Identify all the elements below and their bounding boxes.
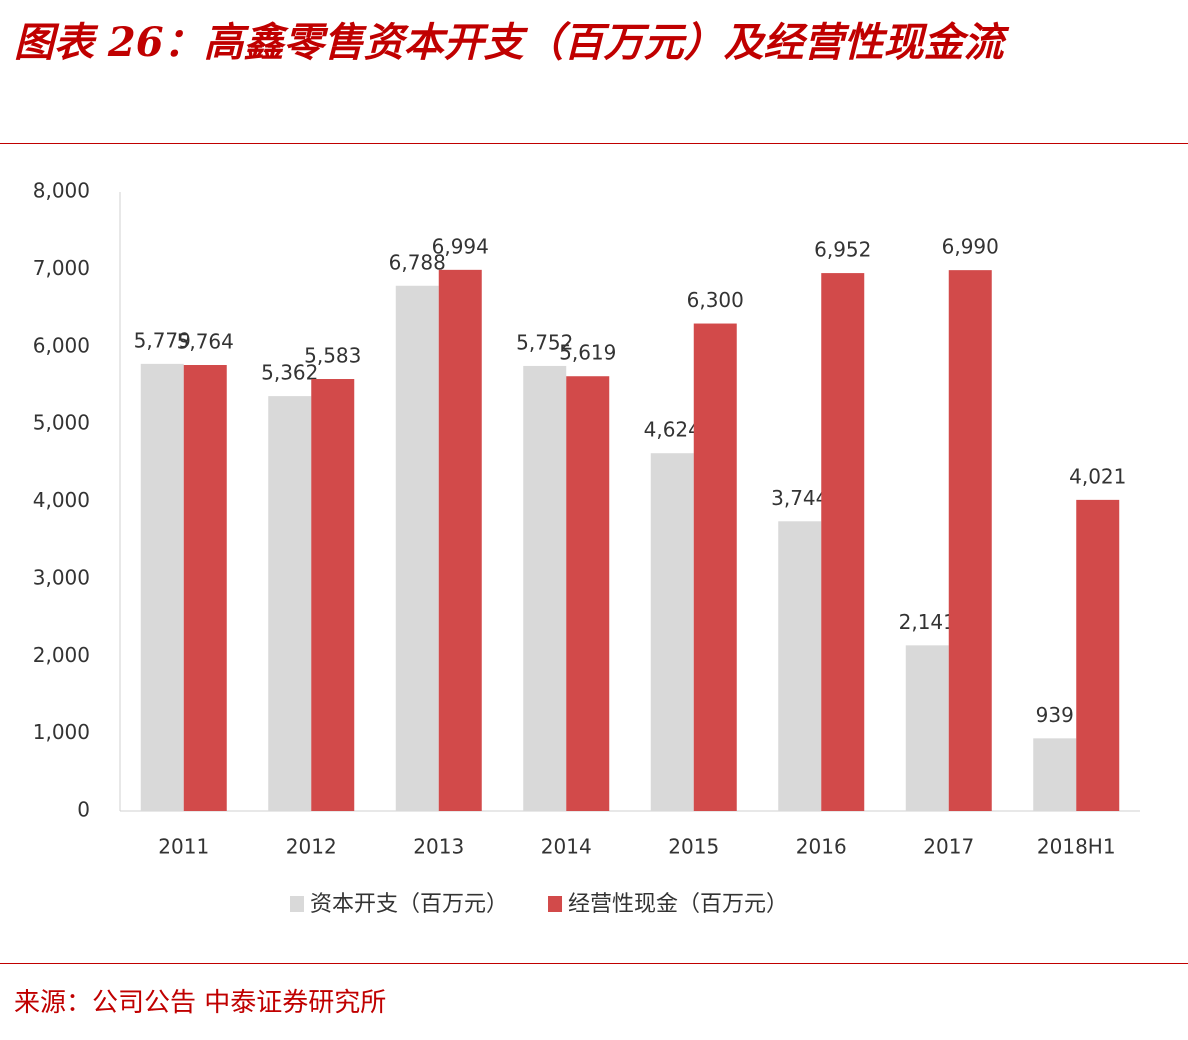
value-label: 5,779 — [134, 328, 191, 352]
y-tick-label: 3,000 — [33, 565, 90, 589]
bar — [268, 396, 312, 811]
value-label: 5,752 — [516, 330, 573, 354]
bar — [821, 273, 865, 811]
x-tick-label: 2014 — [541, 835, 592, 859]
source-rule — [0, 963, 1188, 964]
y-tick-label: 8,000 — [33, 179, 90, 203]
x-tick-label: 2017 — [923, 835, 974, 859]
value-label: 5,619 — [559, 341, 616, 365]
value-label: 6,994 — [432, 234, 489, 258]
value-label: 6,952 — [814, 238, 871, 262]
bar — [1076, 499, 1120, 811]
x-tick-label: 2012 — [286, 835, 337, 859]
legend-label: 资本开支（百万元） — [310, 892, 508, 917]
value-label: 6,990 — [942, 235, 999, 259]
bar — [311, 379, 355, 811]
bar — [778, 521, 822, 811]
legend-swatch — [548, 896, 563, 912]
y-tick-label: 5,000 — [33, 411, 90, 435]
y-tick-label: 4,000 — [33, 488, 90, 512]
x-tick-label: 2013 — [413, 835, 464, 859]
x-tick-label: 2018H1 — [1037, 835, 1116, 859]
value-label: 4,021 — [1069, 464, 1126, 488]
value-label: 5,362 — [261, 361, 318, 385]
title-rule — [0, 143, 1188, 144]
value-label: 6,788 — [389, 250, 446, 274]
bar — [438, 269, 482, 812]
legend-swatch — [290, 896, 304, 912]
bar — [140, 363, 184, 811]
bar — [395, 285, 439, 811]
y-tick-label: 7,000 — [33, 256, 90, 280]
x-tick-label: 2015 — [668, 835, 719, 859]
value-label: 2,141 — [899, 610, 956, 634]
legend-label: 经营性现金（百万元） — [568, 892, 788, 917]
value-label: 5,764 — [177, 330, 234, 354]
bar — [650, 453, 694, 811]
y-tick-label: 2,000 — [33, 643, 90, 667]
bar — [566, 376, 610, 811]
bar — [693, 323, 737, 811]
bar — [523, 365, 567, 811]
chart-title: 图表 26：高鑫零售资本开支（百万元）及经营性现金流 — [14, 19, 1004, 66]
value-label: 5,583 — [304, 344, 361, 368]
chart: 0 1,000 2,000 3,000 4,000 5,000 6,000 7,000 8,00… — [33, 179, 1140, 917]
source: 来源：公司公告 中泰证券研究所 — [14, 988, 387, 1018]
y-tick-label: 1,000 — [33, 720, 90, 744]
bar — [948, 270, 992, 811]
x-tick-label: 2011 — [158, 835, 209, 859]
bar — [905, 645, 949, 811]
y-tick-label: 6,000 — [33, 333, 90, 357]
value-label: 939 — [1036, 703, 1074, 727]
bar — [183, 365, 227, 811]
bar — [1033, 738, 1077, 811]
x-tick-label: 2016 — [796, 835, 847, 859]
value-label: 3,744 — [771, 486, 828, 510]
y-tick-label: 0 — [77, 798, 90, 822]
value-label: 4,624 — [644, 418, 701, 442]
value-label: 6,300 — [687, 288, 744, 312]
